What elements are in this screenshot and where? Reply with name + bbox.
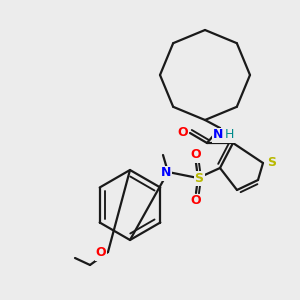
Text: O: O [96,247,106,260]
Text: S: S [194,172,203,184]
Text: H: H [224,128,234,142]
Text: O: O [191,148,201,161]
Text: N: N [213,128,223,142]
Text: O: O [191,194,201,208]
Text: N: N [161,167,171,179]
Text: O: O [178,127,188,140]
Text: S: S [268,157,277,169]
